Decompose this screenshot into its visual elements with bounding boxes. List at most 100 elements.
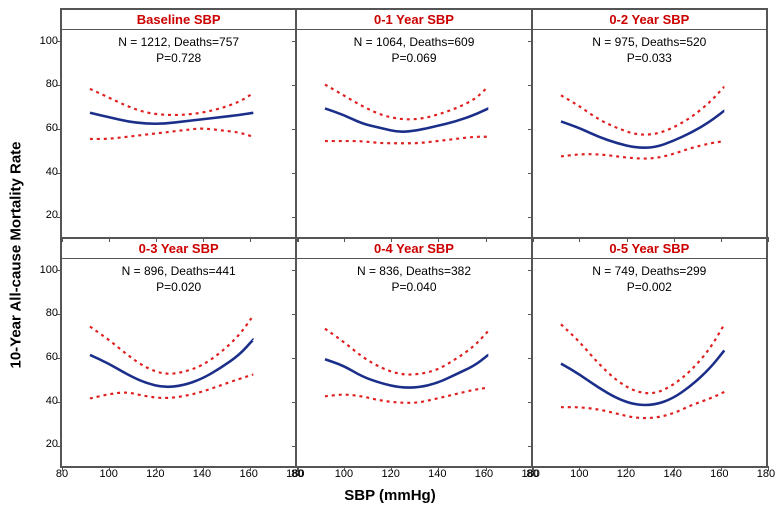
y-tick-label: 100 — [26, 35, 58, 47]
y-tick-label: 20 — [26, 438, 58, 450]
estimate-line — [561, 350, 724, 405]
x-tick-mark — [486, 466, 487, 471]
x-tick-label: 160 — [239, 468, 257, 480]
panel-0: Baseline SBPN = 1212, Deaths=757P=0.7282… — [61, 9, 296, 238]
x-tick-label: 140 — [193, 468, 211, 480]
x-tick-mark — [438, 466, 439, 471]
x-tick-mark — [627, 466, 628, 471]
panel-stats: N = 1064, Deaths=609P=0.069 — [297, 34, 530, 66]
x-tick-mark — [768, 466, 769, 471]
y-tick-label: 80 — [26, 78, 58, 90]
x-tick-label: 140 — [663, 468, 681, 480]
y-tick-mark — [528, 41, 533, 42]
estimate-line — [325, 108, 488, 131]
x-tick-mark — [156, 466, 157, 471]
x-tick-label: 140 — [428, 468, 446, 480]
stats-line2: P=0.002 — [533, 279, 766, 295]
y-ticks: 20406080100 — [26, 30, 58, 237]
x-tick-mark — [579, 466, 580, 471]
y-tick-mark — [528, 402, 533, 403]
y-tick-mark — [57, 41, 62, 42]
panel-stats: N = 749, Deaths=299P=0.002 — [533, 263, 766, 295]
y-ticks: 20 40 60 80 100 — [26, 259, 58, 466]
x-ticks: 80100120140160180 — [297, 468, 530, 482]
y-tick-mark — [57, 358, 62, 359]
y-tick-mark — [528, 217, 533, 218]
panel-2: 0-2 Year SBP N = 975, Deaths=520P=0.033 — [532, 9, 767, 238]
y-tick-mark — [528, 358, 533, 359]
upper-ci-line — [325, 85, 488, 120]
x-tick-mark — [203, 466, 204, 471]
y-tick-mark — [292, 217, 297, 218]
y-tick-mark — [57, 129, 62, 130]
y-tick-mark — [57, 446, 62, 447]
estimate-line — [325, 355, 488, 388]
stats-line2: P=0.020 — [62, 279, 295, 295]
y-tick-mark — [528, 314, 533, 315]
stats-line2: P=0.728 — [62, 50, 295, 66]
x-tick-mark — [344, 466, 345, 471]
x-tick-mark — [109, 466, 110, 471]
upper-ci-line — [90, 316, 253, 374]
y-tick-label: 40 — [26, 395, 58, 407]
panel-title: 0-2 Year SBP — [533, 10, 766, 30]
y-tick-mark — [292, 402, 297, 403]
y-tick-label: 60 — [26, 351, 58, 363]
upper-ci-line — [325, 329, 488, 375]
panel-grid: Baseline SBPN = 1212, Deaths=757P=0.7282… — [60, 8, 768, 468]
x-tick-label: 180 — [757, 468, 775, 480]
x-tick-mark — [297, 466, 298, 471]
figure: 10-Year All-cause Mortality Rate SBP (mm… — [0, 0, 780, 510]
panel-title: 0-1 Year SBP — [297, 10, 530, 30]
panel-1: 0-1 Year SBP N = 1064, Deaths=609P=0.069 — [296, 9, 531, 238]
y-tick-mark — [292, 173, 297, 174]
x-tick-mark — [721, 466, 722, 471]
panel-stats: N = 975, Deaths=520P=0.033 — [533, 34, 766, 66]
y-tick-label: 20 — [26, 209, 58, 221]
estimate-line — [90, 113, 253, 124]
stats-line2: P=0.069 — [297, 50, 530, 66]
y-tick-mark — [57, 314, 62, 315]
panel-stats: N = 836, Deaths=382P=0.040 — [297, 263, 530, 295]
x-tick-mark — [250, 466, 251, 471]
x-ticks: 80100120140160180 — [62, 468, 295, 482]
y-tick-mark — [292, 358, 297, 359]
panel-stats: N = 896, Deaths=441P=0.020 — [62, 263, 295, 295]
y-axis-label: 10-Year All-cause Mortality Rate — [8, 141, 25, 368]
lower-ci-line — [90, 129, 253, 139]
y-tick-mark — [57, 402, 62, 403]
stats-line1: N = 836, Deaths=382 — [297, 263, 530, 279]
y-tick-label: 40 — [26, 166, 58, 178]
y-tick-label: 100 — [26, 264, 58, 276]
y-tick-label: 80 — [26, 307, 58, 319]
upper-ci-line — [561, 324, 724, 393]
x-tick-mark — [768, 237, 769, 242]
estimate-line — [90, 340, 253, 387]
x-tick-mark — [62, 466, 63, 471]
y-tick-mark — [528, 85, 533, 86]
stats-line1: N = 975, Deaths=520 — [533, 34, 766, 50]
y-tick-mark — [292, 270, 297, 271]
x-tick-label: 160 — [475, 468, 493, 480]
x-tick-mark — [532, 466, 533, 471]
stats-line1: N = 896, Deaths=441 — [62, 263, 295, 279]
y-tick-mark — [292, 314, 297, 315]
y-tick-mark — [57, 217, 62, 218]
upper-ci-line — [90, 89, 253, 115]
y-tick-mark — [528, 270, 533, 271]
y-tick-mark — [292, 85, 297, 86]
y-tick-mark — [292, 41, 297, 42]
y-tick-mark — [292, 129, 297, 130]
x-tick-mark — [391, 466, 392, 471]
y-tick-mark — [528, 173, 533, 174]
y-tick-mark — [292, 446, 297, 447]
lower-ci-line — [325, 388, 488, 403]
stats-line2: P=0.033 — [533, 50, 766, 66]
y-tick-mark — [528, 129, 533, 130]
stats-line1: N = 1212, Deaths=757 — [62, 34, 295, 50]
x-ticks: 80100120140160180 — [533, 468, 766, 482]
lower-ci-line — [561, 141, 724, 158]
estimate-line — [561, 111, 724, 148]
panel-5: 0-5 Year SBPN = 749, Deaths=299P=0.00280… — [532, 238, 767, 467]
y-tick-mark — [57, 85, 62, 86]
